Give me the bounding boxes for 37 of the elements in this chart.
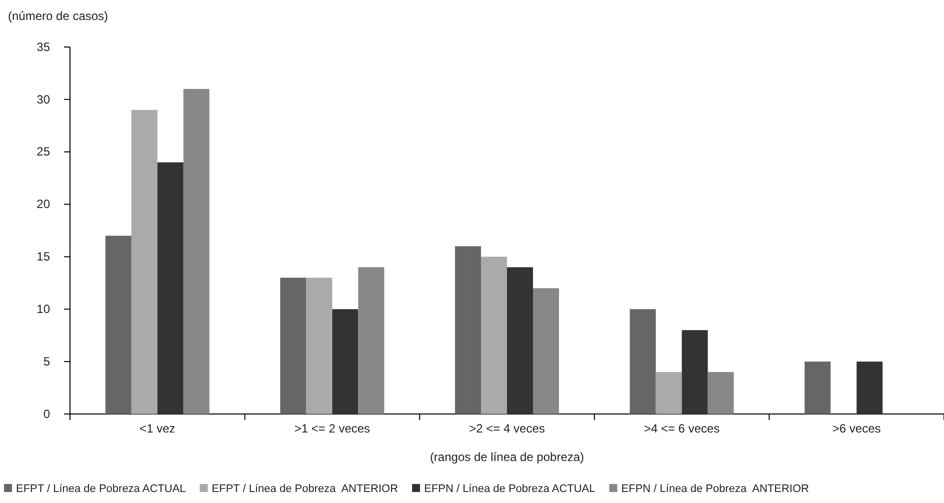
x-tick-label: >4 <= 6 veces [644, 422, 720, 436]
bar [183, 88, 210, 414]
y-tick-label: 0 [43, 406, 50, 421]
legend-label: EFPT / Línea de Pobreza ACTUAL [16, 483, 186, 495]
y-tick-label: 30 [36, 92, 50, 106]
x-tick-label: >2 <= 4 veces [469, 422, 545, 436]
bar [306, 278, 332, 414]
bar [358, 267, 384, 414]
y-tick-label: 5 [43, 354, 50, 368]
bar [856, 362, 883, 414]
bar [682, 330, 708, 414]
y-tick-label: 25 [36, 144, 50, 159]
bar [332, 309, 358, 414]
legend-label: EFPT / Línea de Pobreza ANTERIOR [212, 483, 398, 495]
y-tick-label: 20 [36, 197, 50, 212]
y-tick-label: 15 [36, 250, 50, 264]
x-axis-title: (rangos de línea de pobreza) [430, 450, 584, 464]
bar [533, 288, 559, 414]
y-axis-title: (número de casos) [8, 9, 108, 23]
legend-label: EFPN / Línea de Pobreza ANTERIOR [621, 483, 810, 495]
bar [507, 267, 533, 414]
y-tick-label: 10 [36, 302, 50, 316]
bar [656, 372, 682, 414]
bar [105, 236, 132, 414]
bar [630, 309, 656, 414]
bar [481, 256, 507, 414]
bar [804, 362, 831, 414]
bar [157, 162, 184, 414]
bar [131, 110, 158, 414]
bar [280, 278, 306, 414]
bar [455, 246, 481, 414]
bar [708, 372, 734, 414]
y-tick-label: 35 [36, 40, 50, 54]
x-tick-label: <1 vez [140, 422, 176, 436]
x-tick-label: >6 veces [832, 422, 881, 436]
legend-label: EFPN / Línea de Pobreza ACTUAL [424, 483, 596, 495]
x-tick-label: >1 <= 2 veces [294, 422, 370, 436]
